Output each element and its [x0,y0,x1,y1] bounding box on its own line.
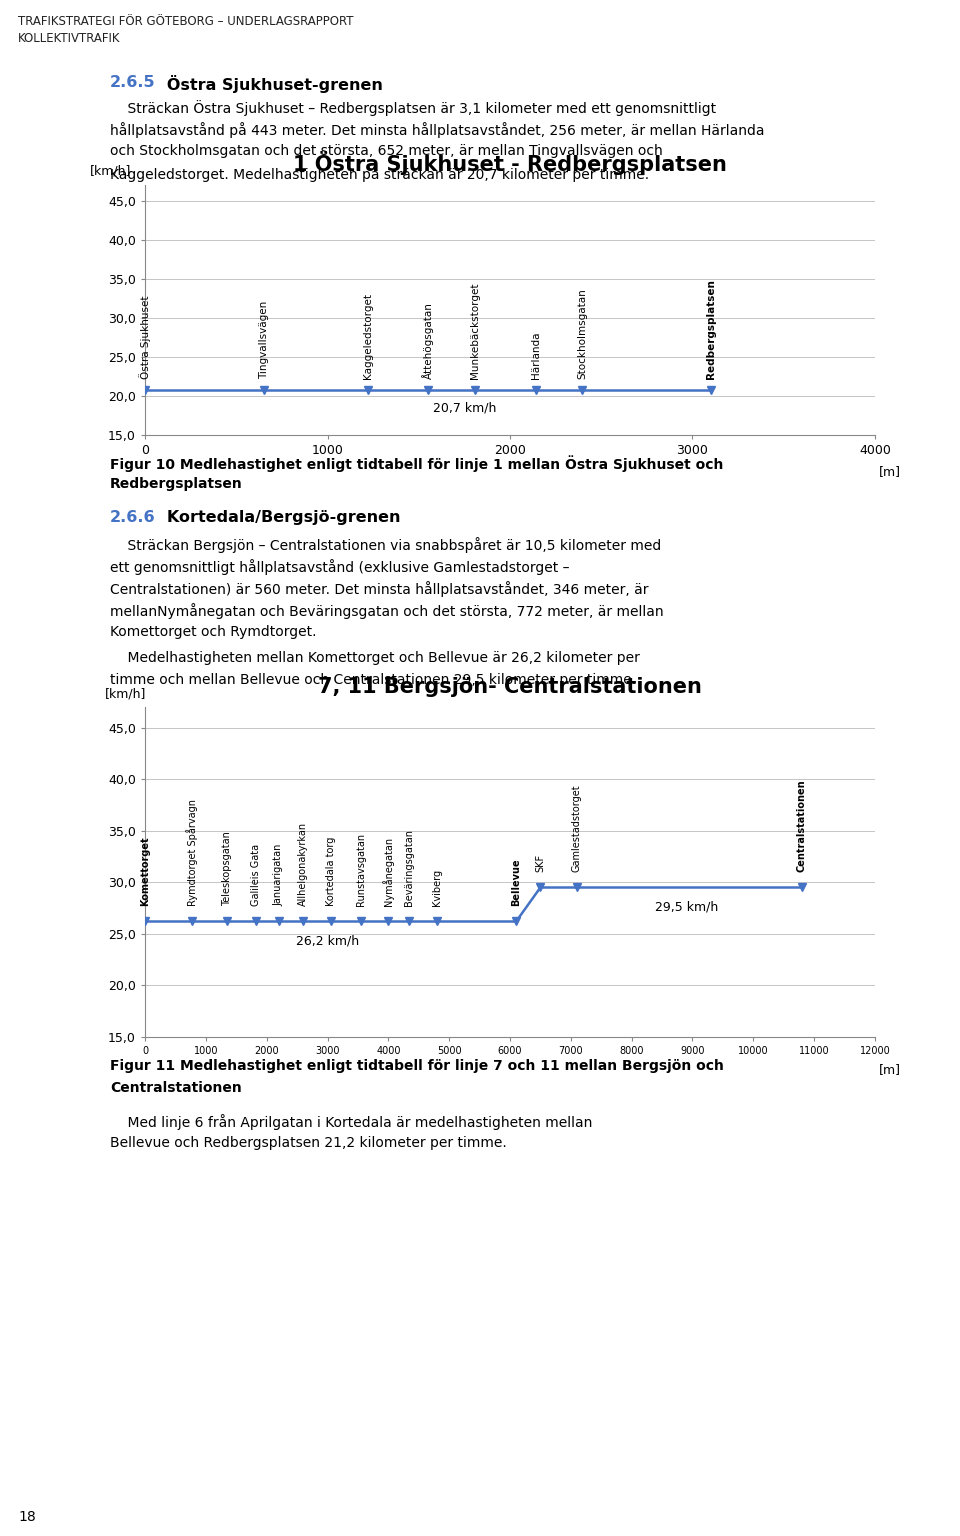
Text: Januarigatan: Januarigatan [274,843,284,906]
Text: mellanNymånegatan och Beväringsgatan och det största, 772 meter, är mellan: mellanNymånegatan och Beväringsgatan och… [110,604,663,619]
Text: Kortedala torg: Kortedala torg [325,837,336,906]
Text: Centralstationen) är 560 meter. Det minsta hållplatsavståndet, 346 meter, är: Centralstationen) är 560 meter. Det mins… [110,581,649,598]
Text: Kortedala/Bergsjö-grenen: Kortedala/Bergsjö-grenen [150,510,400,525]
Text: Runstavsgatan: Runstavsgatan [356,833,366,906]
Text: KOLLEKTIVTRAFIK: KOLLEKTIVTRAFIK [18,32,121,45]
Text: Östra Sjukhuset-grenen: Östra Sjukhuset-grenen [150,75,383,94]
Text: Figur 11 Medlehastighet enligt tidtabell för linje 7 och 11 mellan Bergsjön och: Figur 11 Medlehastighet enligt tidtabell… [110,1058,724,1074]
Text: TRAFIKSTRATEGI FÖR GÖTEBORG – UNDERLAGSRAPPORT: TRAFIKSTRATEGI FÖR GÖTEBORG – UNDERLAGSR… [18,15,353,28]
Text: Komettorget och Rymdtorget.: Komettorget och Rymdtorget. [110,625,317,639]
Text: Centralstationen: Centralstationen [797,779,807,872]
Text: Figur 10 Medlehastighet enligt tidtabell för linje 1 mellan Östra Sjukhuset och: Figur 10 Medlehastighet enligt tidtabell… [110,455,724,472]
Text: Med linje 6 från Aprilgatan i Kortedala är medelhastigheten mellan: Med linje 6 från Aprilgatan i Kortedala … [110,1114,592,1130]
Text: [m]: [m] [878,1063,900,1077]
Text: [m]: [m] [878,465,900,478]
Text: Rymdtorget Spårvagn: Rymdtorget Spårvagn [186,799,198,906]
Text: Kaggeledstorget: Kaggeledstorget [363,293,372,379]
Text: Redbergsplatsen: Redbergsplatsen [110,478,243,492]
Text: 2.6.5: 2.6.5 [110,75,156,91]
Text: [km/h]: [km/h] [105,687,146,700]
Text: timme och mellan Bellevue och Centralstationen 29,5 kilometer per timme.: timme och mellan Bellevue och Centralsta… [110,673,636,687]
Text: 2.6.6: 2.6.6 [110,510,156,525]
Text: 29,5 km/h: 29,5 km/h [655,902,718,914]
Title: 1 Östra Sjukhuset - Redbergsplatsen: 1 Östra Sjukhuset - Redbergsplatsen [293,151,727,175]
Text: Beväringsgatan: Beväringsgatan [404,829,415,906]
Text: hållplatsavstånd på 443 meter. Det minsta hållplatsavståndet, 256 meter, är mell: hållplatsavstånd på 443 meter. Det minst… [110,121,764,138]
Text: Medelhastigheten mellan Komettorget och Bellevue är 26,2 kilometer per: Medelhastigheten mellan Komettorget och … [110,651,640,665]
Text: Teleskopsgatan: Teleskopsgatan [222,831,232,906]
Text: Galileis Gata: Galileis Gata [251,843,261,906]
Text: Stockholmsgatan: Stockholmsgatan [577,289,588,379]
Text: Munkebäckstorget: Munkebäckstorget [470,283,480,379]
Text: ett genomsnittligt hållplatsavstånd (exklusive Gamlestadstorget –: ett genomsnittligt hållplatsavstånd (exk… [110,559,569,574]
Text: Östra Sjukhuset: Östra Sjukhuset [139,295,151,379]
Text: Nymånegatan: Nymånegatan [382,837,395,906]
Text: Härlanda: Härlanda [531,332,540,379]
Title: 7, 11 Bergsjön- Centralstationen: 7, 11 Bergsjön- Centralstationen [318,677,702,697]
Text: Kaggeledstorget. Medelhastigheten på sträckan är 20,7 kilometer per timme.: Kaggeledstorget. Medelhastigheten på str… [110,166,649,181]
Text: Komettorget: Komettorget [140,837,150,906]
Text: SKF: SKF [536,854,545,872]
Text: Bellevue: Bellevue [511,859,521,906]
Text: och Stockholmsgatan och det största, 652 meter, är mellan Tingvallsvägen och: och Stockholmsgatan och det största, 652… [110,144,662,158]
Text: Sträckan Östra Sjukhuset – Redbergsplatsen är 3,1 kilometer med ett genomsnittli: Sträckan Östra Sjukhuset – Redbergsplats… [110,100,716,115]
Text: Tingvallsvägen: Tingvallsvägen [259,301,269,379]
Text: Bellevue och Redbergsplatsen 21,2 kilometer per timme.: Bellevue och Redbergsplatsen 21,2 kilome… [110,1137,507,1150]
Text: 18: 18 [18,1510,36,1524]
Text: Centralstationen: Centralstationen [110,1081,242,1095]
Text: Sträckan Bergsjön – Centralstationen via snabbspåret är 10,5 kilometer med: Sträckan Bergsjön – Centralstationen via… [110,538,661,553]
Text: 20,7 km/h: 20,7 km/h [433,401,496,415]
Text: Allhelgonakyrkan: Allhelgonakyrkan [299,822,308,906]
Text: Gamlestadstorget: Gamlestadstorget [572,785,582,872]
Text: Kviberg: Kviberg [432,869,442,906]
Text: Redbergsplatsen: Redbergsplatsen [706,280,716,379]
Text: [km/h]: [km/h] [90,164,132,178]
Text: Åttehögsgatan: Åttehögsgatan [422,303,434,379]
Text: 26,2 km/h: 26,2 km/h [296,935,359,948]
